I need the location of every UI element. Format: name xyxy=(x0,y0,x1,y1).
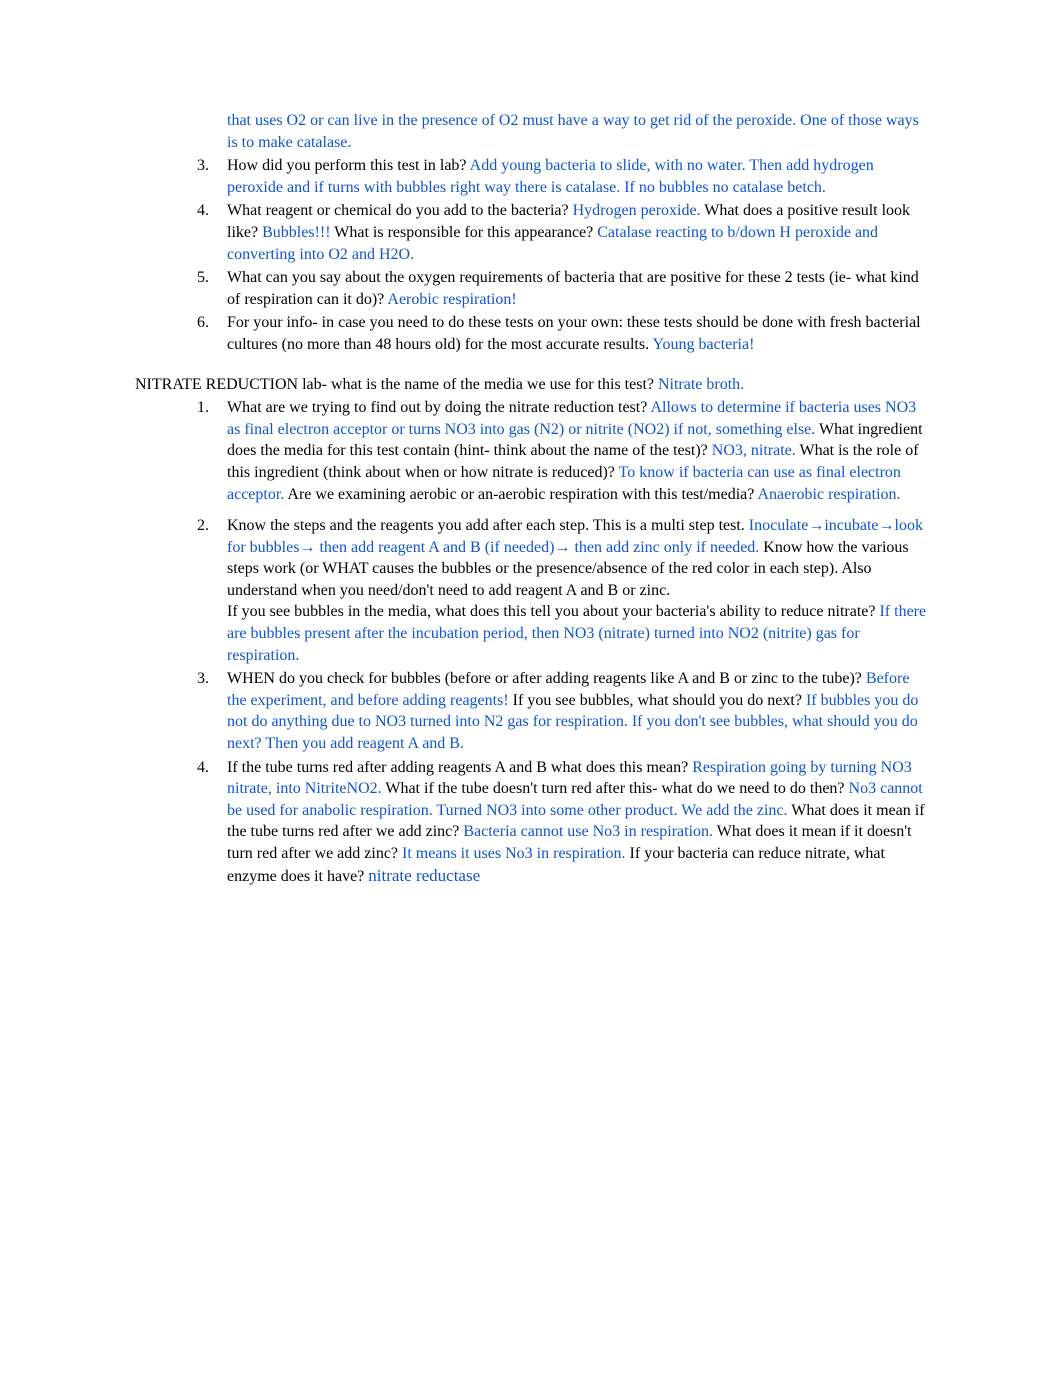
list-marker: 5. xyxy=(197,267,209,289)
list-item: 6. For your info- in case you need to do… xyxy=(197,312,927,355)
list-item: 3. WHEN do you check for bubbles (before… xyxy=(197,668,927,754)
list-marker: 1. xyxy=(197,397,209,419)
nitrate-list-container: 1. What are we trying to find out by doi… xyxy=(135,397,927,887)
body-text: How did you perform this test in lab? Ad… xyxy=(227,157,874,196)
list-item: 4. If the tube turns red after adding re… xyxy=(197,757,927,888)
document-page: that uses O2 or can live in the presence… xyxy=(0,0,1062,990)
list-marker: 4. xyxy=(197,200,209,222)
body-text: What can you say about the oxygen requir… xyxy=(227,269,919,308)
body-text: What reagent or chemical do you add to t… xyxy=(227,202,910,262)
list-item: 2. Know the steps and the reagents you a… xyxy=(197,515,927,666)
list-marker: 2. xyxy=(197,515,209,537)
list-marker: 4. xyxy=(197,757,209,779)
body-text: What are we trying to find out by doing … xyxy=(227,399,923,502)
section-heading: NITRATE REDUCTION lab- what is the name … xyxy=(135,374,927,396)
list-item: 1. What are we trying to find out by doi… xyxy=(197,397,927,505)
list-item: that uses O2 or can live in the presence… xyxy=(197,110,927,153)
top-numbered-list: that uses O2 or can live in the presence… xyxy=(197,110,927,356)
list-marker: 3. xyxy=(197,155,209,177)
list-item: 3. How did you perform this test in lab?… xyxy=(197,155,927,198)
list-item: 4. What reagent or chemical do you add t… xyxy=(197,200,927,265)
nitrate-numbered-list: 1. What are we trying to find out by doi… xyxy=(197,397,927,887)
top-list-container: that uses O2 or can live in the presence… xyxy=(135,110,927,356)
body-text: Know the steps and the reagents you add … xyxy=(227,517,926,664)
body-text: that uses O2 or can live in the presence… xyxy=(227,112,919,151)
body-text: For your info- in case you need to do th… xyxy=(227,314,921,353)
heading-text: NITRATE REDUCTION lab- what is the name … xyxy=(135,376,744,393)
body-text: WHEN do you check for bubbles (before or… xyxy=(227,670,918,752)
list-item: 5. What can you say about the oxygen req… xyxy=(197,267,927,310)
list-marker: 3. xyxy=(197,668,209,690)
body-text: If the tube turns red after adding reage… xyxy=(227,759,925,885)
list-marker: 6. xyxy=(197,312,209,334)
